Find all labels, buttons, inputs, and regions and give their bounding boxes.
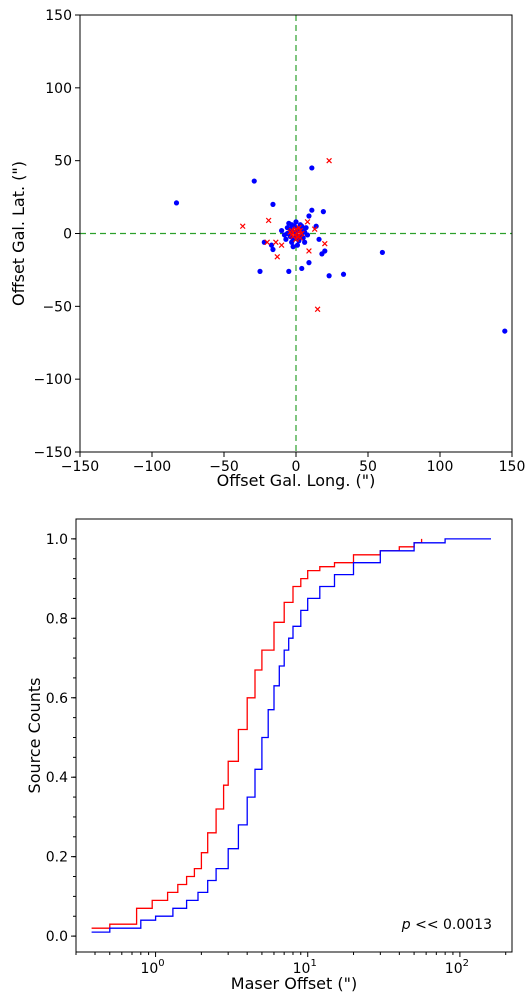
- red-x-point: [326, 157, 332, 164]
- y-tick-label: −50: [42, 299, 72, 315]
- red-x-point: [306, 248, 312, 254]
- y-tick-label: −100: [34, 372, 72, 388]
- red-x-point: [274, 253, 281, 260]
- cdf-panel: 100 101 102 0.0 0.2 0.4 0.6 0.8 1.0 Maser Offse…: [25, 518, 513, 993]
- blue-dot-point: [279, 227, 285, 234]
- blue-dot-point: [291, 223, 298, 229]
- p-value-annotation: p << 0.0013: [401, 917, 492, 933]
- x-tick-label: −50: [209, 459, 239, 475]
- red-x-point: [297, 227, 304, 234]
- y-tick-label: 0.8: [46, 611, 68, 627]
- scatter-points: [173, 157, 508, 334]
- blue-dot-point: [268, 242, 275, 248]
- blue-dot-point: [270, 246, 276, 253]
- red-x-point: [314, 306, 321, 313]
- blue-dot-point: [306, 213, 312, 219]
- y-tick-label: 50: [54, 154, 72, 170]
- x-tick-label: 100: [427, 459, 454, 475]
- blue-dot-point: [299, 265, 305, 272]
- blue-dot-point: [502, 328, 508, 334]
- cdf-y-axis-label: Source Counts: [25, 678, 44, 794]
- scatter-x-ticks: −150 −100 −50 0 50 100 150: [61, 452, 526, 475]
- red-x-point: [278, 242, 285, 248]
- red-x-point: [265, 217, 272, 224]
- blue-dot-point: [270, 201, 276, 207]
- x-tick-label: 100: [140, 958, 164, 977]
- x-tick-label: 150: [499, 459, 526, 475]
- cdf-plot-frame: [75, 518, 513, 953]
- y-tick-label: 0.2: [46, 850, 68, 866]
- blue-dot-point: [303, 225, 309, 231]
- red-cdf-line: [91, 538, 423, 929]
- blue-dot-point: [173, 200, 180, 206]
- scatter-panel: −150 −100 −50 0 50 100 150 −150 −100 −50 0 50 100 15…: [9, 8, 525, 490]
- blue-dot-point: [322, 248, 328, 254]
- red-x-point: [264, 239, 271, 246]
- blue-dot-point: [251, 178, 257, 184]
- y-tick-label: 0.6: [46, 691, 68, 707]
- y-tick-label: 0.4: [46, 770, 68, 786]
- red-x-point: [288, 232, 295, 238]
- blue-dot-point: [299, 223, 305, 229]
- y-tick-label: 150: [45, 8, 72, 24]
- blue-dot-point: [309, 207, 315, 213]
- blue-dot-point: [257, 268, 263, 274]
- blue-dot-point: [313, 223, 319, 229]
- red-x-point: [296, 224, 302, 231]
- cdf-series: [91, 538, 491, 933]
- cdf-y-ticks: 0.0 0.2 0.4 0.6 0.8 1.0: [46, 532, 76, 945]
- blue-dot-point: [309, 165, 315, 171]
- blue-dot-point: [294, 242, 301, 248]
- red-x-point: [273, 239, 279, 246]
- blue-dot-point: [302, 239, 308, 245]
- red-x-point: [239, 223, 246, 230]
- blue-dot-point: [316, 236, 322, 242]
- blue-dot-point: [306, 260, 312, 266]
- y-tick-label: 0: [63, 227, 72, 243]
- y-tick-label: 100: [45, 81, 72, 97]
- blue-dot-point: [326, 273, 332, 279]
- blue-cdf-line: [91, 538, 491, 933]
- blue-dot-point: [284, 230, 290, 237]
- x-tick-label: −150: [61, 459, 99, 475]
- cdf-x-ticks: 100 101 102: [75, 952, 507, 977]
- red-x-point: [293, 236, 299, 243]
- red-x-point: [321, 240, 328, 247]
- red-x-point: [297, 235, 304, 241]
- blue-dot-point: [302, 229, 308, 235]
- x-tick-label: 101: [293, 958, 317, 977]
- x-tick-label: 0: [292, 459, 301, 475]
- x-tick-label: 50: [359, 459, 377, 475]
- blue-dot-point: [286, 220, 292, 226]
- blue-dot-point: [296, 238, 302, 244]
- red-x-point: [298, 230, 305, 237]
- x-tick-label: 102: [445, 958, 469, 977]
- scatter-y-ticks: −150 −100 −50 0 50 100 150: [34, 8, 80, 461]
- y-tick-label: −150: [34, 445, 72, 461]
- p-value-symbol: p: [401, 917, 411, 933]
- blue-dot-point: [379, 249, 385, 256]
- blue-dot-point: [283, 236, 289, 242]
- x-tick-label: −100: [133, 459, 171, 475]
- blue-dot-point: [320, 209, 326, 215]
- y-tick-label: 1.0: [46, 532, 68, 548]
- p-value-text: << 0.0013: [411, 917, 492, 933]
- red-x-point: [311, 226, 318, 232]
- red-x-point: [304, 219, 311, 225]
- scatter-x-axis-label: Offset Gal. Long. ("): [217, 471, 376, 490]
- red-x-point: [287, 229, 294, 235]
- blue-dot-point: [286, 268, 292, 274]
- blue-dot-point: [293, 219, 299, 225]
- scatter-y-axis-label: Offset Gal. Lat. ("): [9, 161, 28, 306]
- blue-dot-point: [340, 271, 347, 277]
- cdf-x-axis-label: Maser Offset ("): [231, 974, 357, 993]
- y-tick-label: 0.0: [46, 929, 68, 945]
- blue-dot-point: [290, 244, 296, 250]
